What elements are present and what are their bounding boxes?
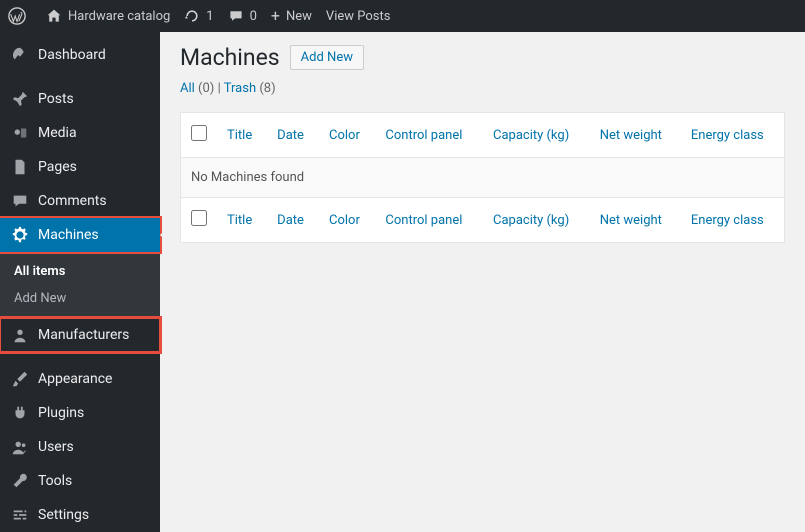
wp-logo[interactable] (8, 7, 32, 25)
site-title: Hardware catalog (68, 9, 170, 24)
submenu-add-new[interactable]: Add New (0, 285, 160, 312)
sidebar-item-machines[interactable]: Machines (0, 218, 160, 252)
filter-all[interactable]: All (180, 81, 195, 96)
col-control-panel-f[interactable]: Control panel (375, 198, 483, 243)
empty-message: No Machines found (181, 158, 785, 198)
submenu-machines: All items Add New (0, 252, 160, 318)
select-all-checkbox-footer[interactable] (191, 210, 207, 226)
sidebar-item-posts[interactable]: Posts (0, 82, 160, 116)
new-content[interactable]: + New (271, 8, 312, 24)
filter-all-count: (0) (198, 81, 214, 96)
col-capacity[interactable]: Capacity (kg) (483, 113, 590, 158)
page-icon (10, 158, 30, 176)
users-icon (10, 438, 30, 456)
comments[interactable]: 0 (228, 8, 257, 24)
col-net-weight[interactable]: Net weight (590, 113, 681, 158)
posts-table: Title Date Color Control panel Capacity … (180, 112, 785, 243)
admin-toolbar: Hardware catalog 1 0 + New View Posts (0, 0, 805, 32)
user-icon (10, 326, 30, 344)
sidebar-item-comments[interactable]: Comments (0, 184, 160, 218)
col-net-weight-f[interactable]: Net weight (590, 198, 681, 243)
media-icon (10, 124, 30, 142)
brush-icon (10, 370, 30, 388)
comment-icon (10, 192, 30, 210)
col-energy-class[interactable]: Energy class (681, 113, 785, 158)
page-title: Machines (180, 44, 280, 71)
list-filters: All (0) | Trash (8) (180, 81, 785, 96)
col-energy-class-f[interactable]: Energy class (681, 198, 785, 243)
col-date-f[interactable]: Date (267, 198, 319, 243)
highlight-machines: Machines (0, 218, 160, 252)
sliders-icon (10, 506, 30, 524)
sidebar-item-settings[interactable]: Settings (0, 498, 160, 532)
select-all-footer[interactable] (181, 198, 218, 243)
site-name[interactable]: Hardware catalog (46, 8, 170, 24)
comments-count: 0 (250, 9, 257, 24)
pin-icon (10, 90, 30, 108)
admin-sidebar: Dashboard Posts Media Pages Comments Mac… (0, 32, 160, 532)
plug-icon (10, 404, 30, 422)
gear-icon (10, 226, 30, 244)
updates[interactable]: 1 (184, 8, 213, 24)
col-date[interactable]: Date (267, 113, 319, 158)
updates-count: 1 (206, 9, 213, 24)
select-all-checkbox[interactable] (191, 125, 207, 141)
sidebar-item-appearance[interactable]: Appearance (0, 362, 160, 396)
col-color-f[interactable]: Color (319, 198, 375, 243)
filter-trash-count: (8) (259, 81, 275, 96)
select-all-header[interactable] (181, 113, 218, 158)
highlight-manufacturers: Manufacturers (0, 318, 160, 352)
col-title-f[interactable]: Title (217, 198, 267, 243)
dashboard-icon (10, 46, 30, 64)
sidebar-item-users[interactable]: Users (0, 430, 160, 464)
new-label: New (286, 9, 312, 24)
main-content: Machines Add New All (0) | Trash (8) Tit… (160, 32, 805, 532)
sidebar-item-pages[interactable]: Pages (0, 150, 160, 184)
sidebar-item-manufacturers[interactable]: Manufacturers (0, 318, 160, 352)
add-new-button[interactable]: Add New (290, 45, 364, 70)
col-color[interactable]: Color (319, 113, 375, 158)
view-posts[interactable]: View Posts (326, 9, 391, 24)
col-control-panel[interactable]: Control panel (375, 113, 483, 158)
wrench-icon (10, 472, 30, 490)
col-capacity-f[interactable]: Capacity (kg) (483, 198, 590, 243)
sidebar-item-dashboard[interactable]: Dashboard (0, 38, 160, 72)
submenu-all-items[interactable]: All items (0, 258, 160, 285)
sidebar-item-tools[interactable]: Tools (0, 464, 160, 498)
plus-icon: + (271, 8, 280, 24)
filter-trash[interactable]: Trash (224, 81, 256, 96)
sidebar-item-media[interactable]: Media (0, 116, 160, 150)
col-title[interactable]: Title (217, 113, 267, 158)
sidebar-item-plugins[interactable]: Plugins (0, 396, 160, 430)
